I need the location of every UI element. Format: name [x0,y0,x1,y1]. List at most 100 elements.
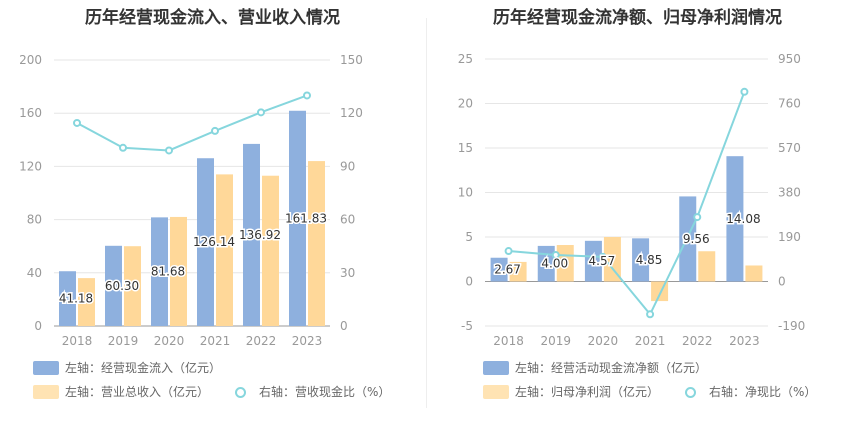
x-tick-label: 2018 [493,334,524,348]
y-left-tick-label: 200 [19,53,42,67]
right-chart-panel: 历年经营现金流净额、归母净利润情况 -5 -190 0 0 5 190 10 380 15 570… [425,0,850,437]
y-right-tick-label: 190 [778,230,801,244]
bar-2018-series-1 [490,257,508,282]
legend-swatch-cash-ratio [227,385,253,399]
legend-label-cash-inflow: 左轴：经营现金流入（亿元） [65,361,222,375]
bar-2023-series-2 [745,265,763,282]
x-tick-label: 2021 [635,334,666,348]
y-right-tick-label: -190 [778,319,805,333]
ratio-point-2023 [303,91,311,100]
x-tick-label: 2023 [729,334,760,348]
y-left-tick-label: 40 [27,266,42,280]
x-tick-label: 2021 [200,334,231,348]
data-label-2020: 4.57 [589,254,616,268]
bar-2020-series-2 [170,216,187,326]
right-legend-row-2[interactable]: 左轴：归母净利润（亿元） 右轴：净现比（%） [483,383,816,400]
data-label-2022: 9.56 [683,232,710,246]
legend-label-net-cash: 左轴：经营活动现金流净额（亿元） [515,361,708,375]
data-label-2021: 4.85 [636,253,663,267]
left-chart: 0 0 40 30 80 60 120 90 160 120 200 150 2018 2019 2020 2… [19,53,363,348]
ratio-point-2019 [119,143,127,152]
bar-2023-series-1 [726,156,744,282]
legend-label-net-profit: 左轴：归母净利润（亿元） [515,385,660,399]
y-left-tick-label: 5 [465,230,473,244]
data-label-2018: 41.18 [59,292,93,306]
ratio-line [76,94,308,152]
bar-2021-series-2 [216,174,233,326]
data-label-2019: 60.30 [105,279,139,293]
legend-swatch-net-cash-ratio [677,385,703,399]
left-chart-panel: 历年经营现金流入、营业收入情况 0 0 40 30 80 60 120 90 160 120 200… [19,8,390,400]
ratio-point-2021 [211,126,219,135]
legend-swatch-revenue [33,384,59,399]
y-left-tick-label: 25 [458,52,473,66]
bar-2023-series-2 [308,161,325,326]
y-right-tick-label: 570 [778,141,801,155]
data-label-2023: 161.83 [285,211,327,225]
y-left-tick-label: 15 [458,141,473,155]
bar-2020-series-2 [603,237,621,282]
bar-2018-series-2 [78,278,95,326]
bar-2018-series-1 [59,271,76,326]
y-left-tick-label: 0 [465,275,473,289]
bar-2019-series-1 [105,245,122,326]
bar-2021-series-1 [197,158,214,326]
data-label-2018: 2.67 [494,263,521,277]
data-label-2023: 14.08 [726,212,760,226]
y-right-tick-label: 30 [340,266,355,280]
x-tick-label: 2019 [540,334,571,348]
legend-swatch-net-profit [483,384,509,399]
legend-label-revenue: 左轴：营业总收入（亿元） [65,385,210,399]
ratio-point-2018 [504,247,513,256]
y-left-tick-label: 10 [458,186,473,200]
panel-divider [426,18,427,408]
data-label-2022: 136.92 [239,228,281,242]
left-legend-row-2[interactable]: 左轴：营业总收入（亿元） 右轴：营收现金比（%） [33,383,390,400]
y-right-tick-label: 120 [340,106,363,120]
x-tick-label: 2018 [62,334,93,348]
y-right-tick-label: 150 [340,53,363,67]
bar-2018-series-2 [509,261,527,282]
x-tick-label: 2022 [682,334,713,348]
y-right-tick-label: 950 [778,52,801,66]
data-label-2021: 126.14 [193,235,235,249]
bar-2019-series-2 [124,246,141,326]
bar-2022-series-2 [698,251,716,282]
left-legend-row-1[interactable]: 左轴：经营现金流入（亿元） [33,359,221,376]
data-label-2019: 4.00 [541,257,568,271]
ratio-point-2022 [693,213,702,222]
ratio-point-2019 [551,251,560,260]
y-right-tick-label: 760 [778,97,801,111]
ratio-line [508,91,746,317]
x-tick-label: 2020 [588,334,619,348]
x-tick-label: 2019 [108,334,139,348]
legend-swatch-cash-inflow [33,360,59,375]
y-left-tick-label: 20 [458,97,473,111]
x-tick-label: 2022 [246,334,277,348]
y-right-tick-label: 0 [340,319,348,333]
legend-swatch-net-cash [483,360,509,375]
y-left-tick-label: 120 [19,159,42,173]
ratio-point-2020 [165,146,173,155]
bar-2022-series-1 [243,143,260,326]
y-right-tick-label: 380 [778,186,801,200]
right-legend-row-1[interactable]: 左轴：经营活动现金流净额（亿元） [483,359,707,376]
ratio-point-2022 [257,108,265,117]
bar-2023-series-1 [289,110,306,326]
ratio-point-2018 [73,118,81,127]
left-chart-title: 历年经营现金流入、营业收入情况 [85,8,340,28]
ratio-point-2023 [740,87,749,96]
bar-2020-series-1 [151,217,168,326]
data-label-2020: 81.68 [151,265,185,279]
x-tick-label: 2023 [292,334,323,348]
right-chart: -5 -190 0 0 5 190 10 380 15 570 20 760 25 950 2018 2019… [458,52,806,348]
y-right-tick-label: 90 [340,159,355,173]
y-left-tick-label: 80 [27,213,42,227]
y-right-tick-label: 0 [778,275,786,289]
y-left-tick-label: 160 [19,106,42,120]
bar-2022-series-2 [262,175,279,326]
x-tick-label: 2020 [154,334,185,348]
bar-2020-series-1 [584,240,602,282]
legend-label-cash-ratio: 右轴：营收现金比（%） [259,385,391,399]
bar-2021-series-1 [632,238,650,282]
